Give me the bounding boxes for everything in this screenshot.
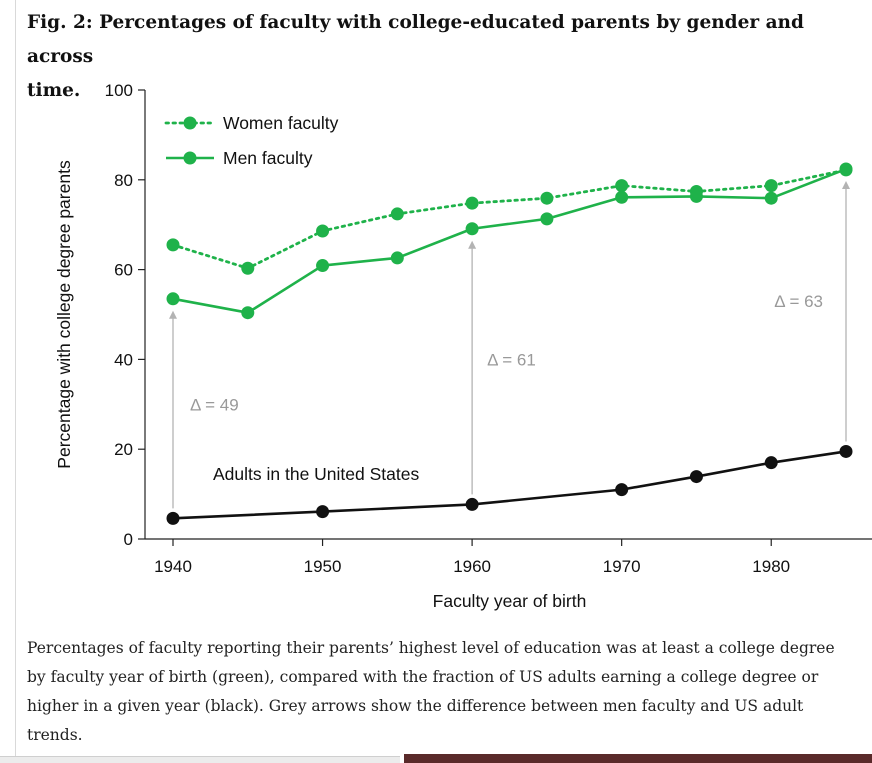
y-tick-label: 80 (114, 171, 133, 190)
difference-arrows: Δ = 49 Δ = 61 Δ = 63 (169, 181, 850, 509)
data-point-adults-in-the-united-states (615, 483, 629, 497)
data-point-women-faculty (465, 196, 479, 210)
series-men-faculty (166, 162, 853, 320)
data-point-men-faculty (390, 251, 404, 265)
scrollbar-track[interactable] (0, 756, 400, 763)
y-tick-label: 20 (114, 440, 133, 459)
axes: 0 20 40 60 80 100 1940 1950 1960 1970 1980 (105, 81, 872, 576)
data-point-adults-in-the-united-states (465, 497, 479, 511)
data-point-adults-in-the-united-states (689, 470, 703, 484)
x-tick-label: 1960 (453, 557, 491, 576)
legend: Women faculty Men faculty (164, 113, 339, 168)
data-point-men-faculty (540, 212, 554, 226)
x-axis-label: Faculty year of birth (433, 591, 587, 611)
caption-line-4: trends. (27, 726, 83, 744)
data-point-men-faculty (615, 190, 629, 204)
x-tick-label: 1950 (304, 557, 342, 576)
figure-frame (15, 0, 872, 763)
data-point-women-faculty (241, 261, 255, 275)
difference-annotation: Δ = 49 (190, 395, 239, 414)
series-label-adults-in-the-united-states: Adults in the United States (213, 464, 419, 484)
caption-line-3: higher in a given year (black). Grey arr… (27, 697, 804, 715)
figure-title-line1: Fig. 2: Percentages of faculty with coll… (27, 12, 804, 67)
y-tick-label: 40 (114, 350, 133, 369)
caption-line-1: Percentages of faculty reporting their p… (27, 639, 835, 657)
y-tick-label: 0 (124, 530, 133, 549)
figure-caption: Percentages of faculty reporting their p… (27, 634, 872, 750)
x-tick-label: 1980 (752, 557, 790, 576)
y-axis-label: Percentage with college degree parents (54, 160, 74, 469)
data-point-women-faculty (764, 179, 778, 193)
difference-arrow-head (468, 240, 477, 249)
difference-arrow-head (169, 310, 177, 319)
series-line-women-faculty (171, 168, 848, 270)
data-point-men-faculty (764, 191, 778, 205)
legend-marker-women-faculty (183, 116, 197, 130)
data-point-women-faculty (316, 224, 330, 238)
data-point-men-faculty (241, 306, 255, 320)
series-women-faculty (166, 163, 853, 275)
x-tick-label: 1970 (603, 557, 641, 576)
difference-arrow-head (842, 181, 850, 190)
data-point-women-faculty (540, 191, 554, 205)
x-tick-label: 1940 (154, 557, 192, 576)
chart-labels: Faculty year of birth Percentage with col… (54, 160, 586, 611)
series-adults-in-the-united-states (166, 444, 853, 525)
data-point-adults-in-the-united-states (764, 456, 778, 470)
difference-annotation: Δ = 61 (487, 350, 536, 369)
legend-marker-men-faculty (183, 151, 197, 165)
data-point-men-faculty (166, 292, 180, 306)
data-point-adults-in-the-united-states (839, 444, 853, 458)
legend-label-men-faculty: Men faculty (223, 148, 313, 168)
series (166, 162, 853, 525)
data-point-adults-in-the-united-states (316, 505, 330, 519)
series-line-adults-in-the-united-states (172, 450, 847, 520)
figure-title: Fig. 2: Percentages of faculty with coll… (27, 6, 867, 108)
footer-banner (404, 754, 872, 763)
data-point-adults-in-the-united-states (166, 511, 180, 525)
series-line-men-faculty (172, 167, 847, 315)
y-tick-label: 100 (105, 81, 133, 100)
y-tick-label: 60 (114, 261, 133, 280)
data-point-women-faculty (689, 184, 703, 198)
data-point-men-faculty (465, 222, 479, 236)
data-point-women-faculty (166, 238, 180, 252)
difference-annotation: Δ = 63 (774, 292, 823, 311)
data-point-women-faculty (615, 179, 629, 193)
caption-line-2: by faculty year of birth (green), compar… (27, 668, 819, 686)
legend-label-women-faculty: Women faculty (223, 113, 339, 133)
data-point-men-faculty (316, 259, 330, 273)
figure-title-line2: time. (27, 80, 81, 101)
data-point-women-faculty (390, 207, 404, 221)
data-point-women-faculty (839, 163, 853, 177)
